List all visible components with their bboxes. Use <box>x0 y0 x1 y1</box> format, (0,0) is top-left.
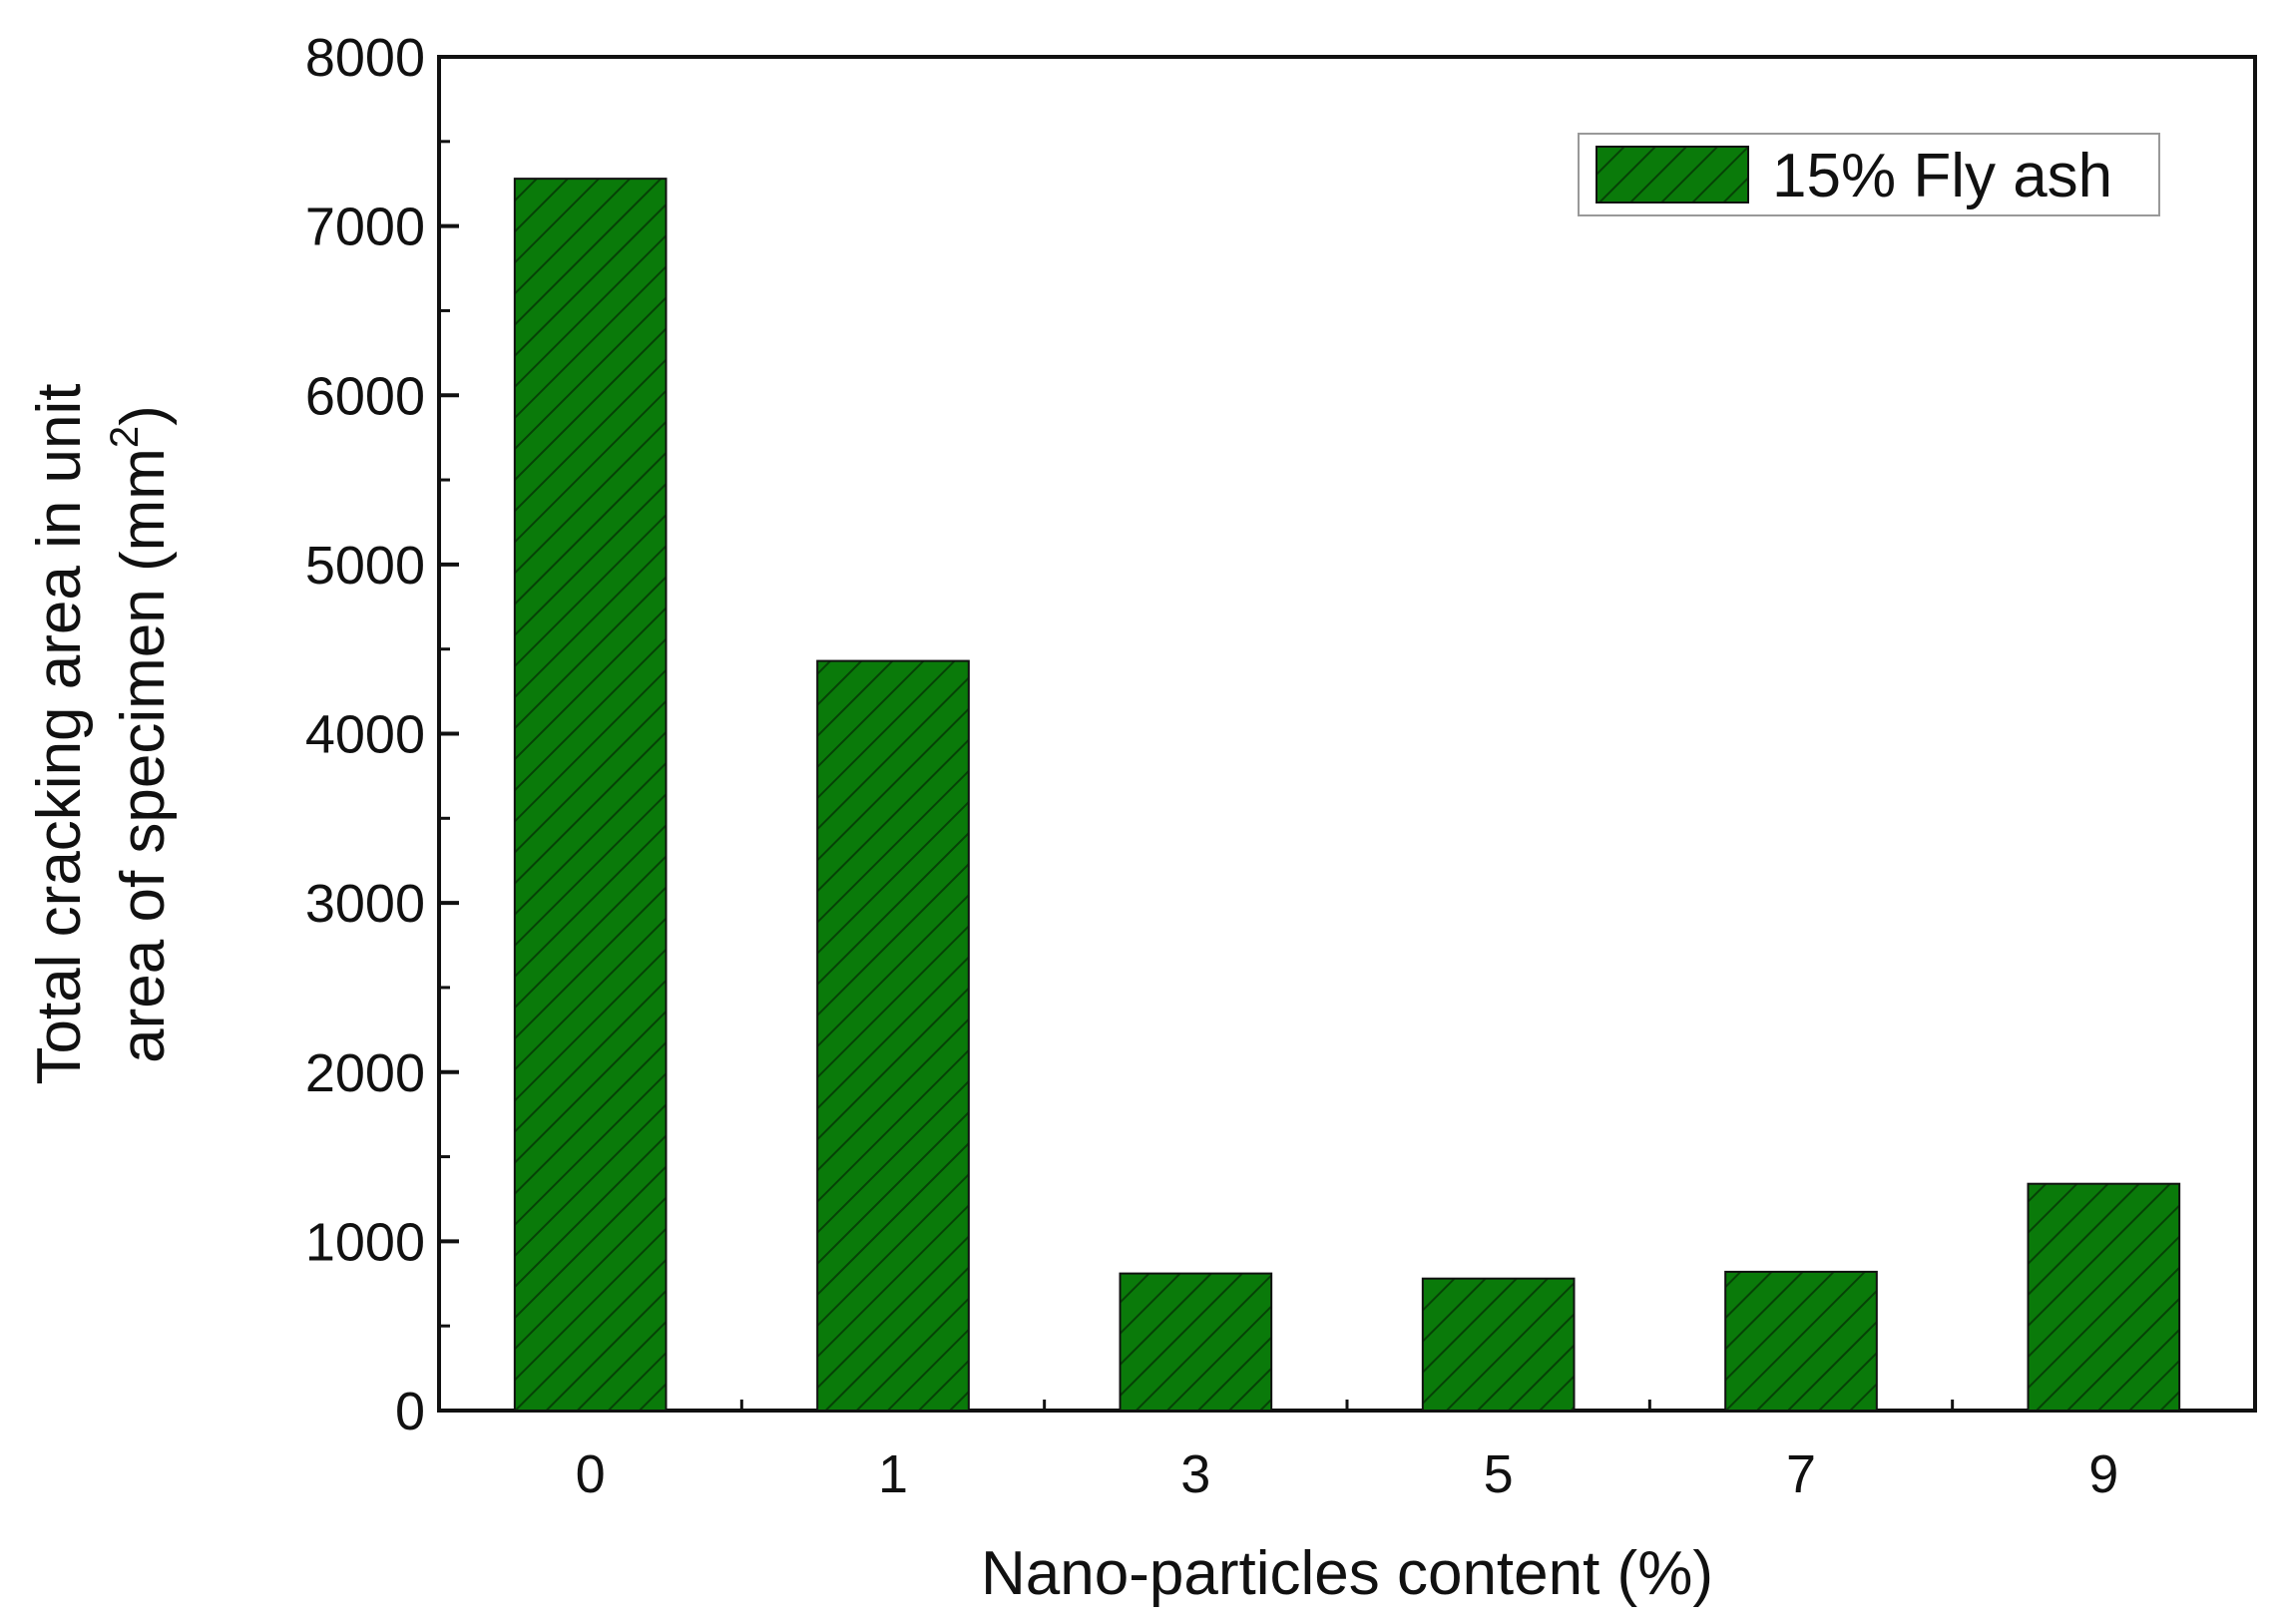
x-axis: 0 1 3 5 7 9 <box>437 1391 2257 1504</box>
y-axis-title-end: ) <box>109 405 178 426</box>
y-tick-label: 3000 <box>305 874 425 934</box>
x-tick-label: 5 <box>1484 1444 1514 1504</box>
y-tick-label: 4000 <box>305 705 425 765</box>
legend: 15% Fly ash <box>1578 133 2160 216</box>
bar <box>2027 1182 2181 1413</box>
bars-group <box>513 178 2181 1413</box>
x-tick-label: 3 <box>1180 1444 1210 1504</box>
y-tick-label: 0 <box>395 1382 425 1441</box>
x-tick-label: 1 <box>878 1444 908 1504</box>
bar <box>816 659 970 1412</box>
x-tick-label: 9 <box>2088 1444 2118 1504</box>
y-axis: 0 1000 2000 3000 4000 5000 6000 7000 8000 <box>305 28 459 1441</box>
bar <box>1421 1277 1576 1412</box>
y-axis-title-main: area of specimen (mm <box>109 448 178 1063</box>
y-axis-title-line2: area of specimen (mm2) <box>103 405 178 1063</box>
bar <box>513 178 668 1412</box>
y-axis-title-line1: Total cracking area in unit <box>25 383 94 1084</box>
legend-swatch <box>1596 146 1749 203</box>
y-axis-title: Total cracking area in unit area of spec… <box>25 383 178 1084</box>
y-tick-label: 8000 <box>305 28 425 88</box>
y-tick-label: 1000 <box>305 1212 425 1272</box>
y-axis-title-sup: 2 <box>103 426 147 448</box>
legend-label: 15% Fly ash <box>1772 142 2112 210</box>
bar <box>1119 1272 1273 1413</box>
bar <box>1724 1270 1878 1412</box>
y-tick-label: 6000 <box>305 366 425 426</box>
x-tick-label: 0 <box>576 1444 606 1504</box>
plot-frame <box>437 55 2257 1413</box>
y-tick-label: 5000 <box>305 536 425 596</box>
y-tick-label: 7000 <box>305 198 425 257</box>
y-tick-label: 2000 <box>305 1043 425 1103</box>
x-axis-title: Nano-particles content (%) <box>981 1539 1713 1608</box>
x-tick-label: 7 <box>1786 1444 1816 1504</box>
